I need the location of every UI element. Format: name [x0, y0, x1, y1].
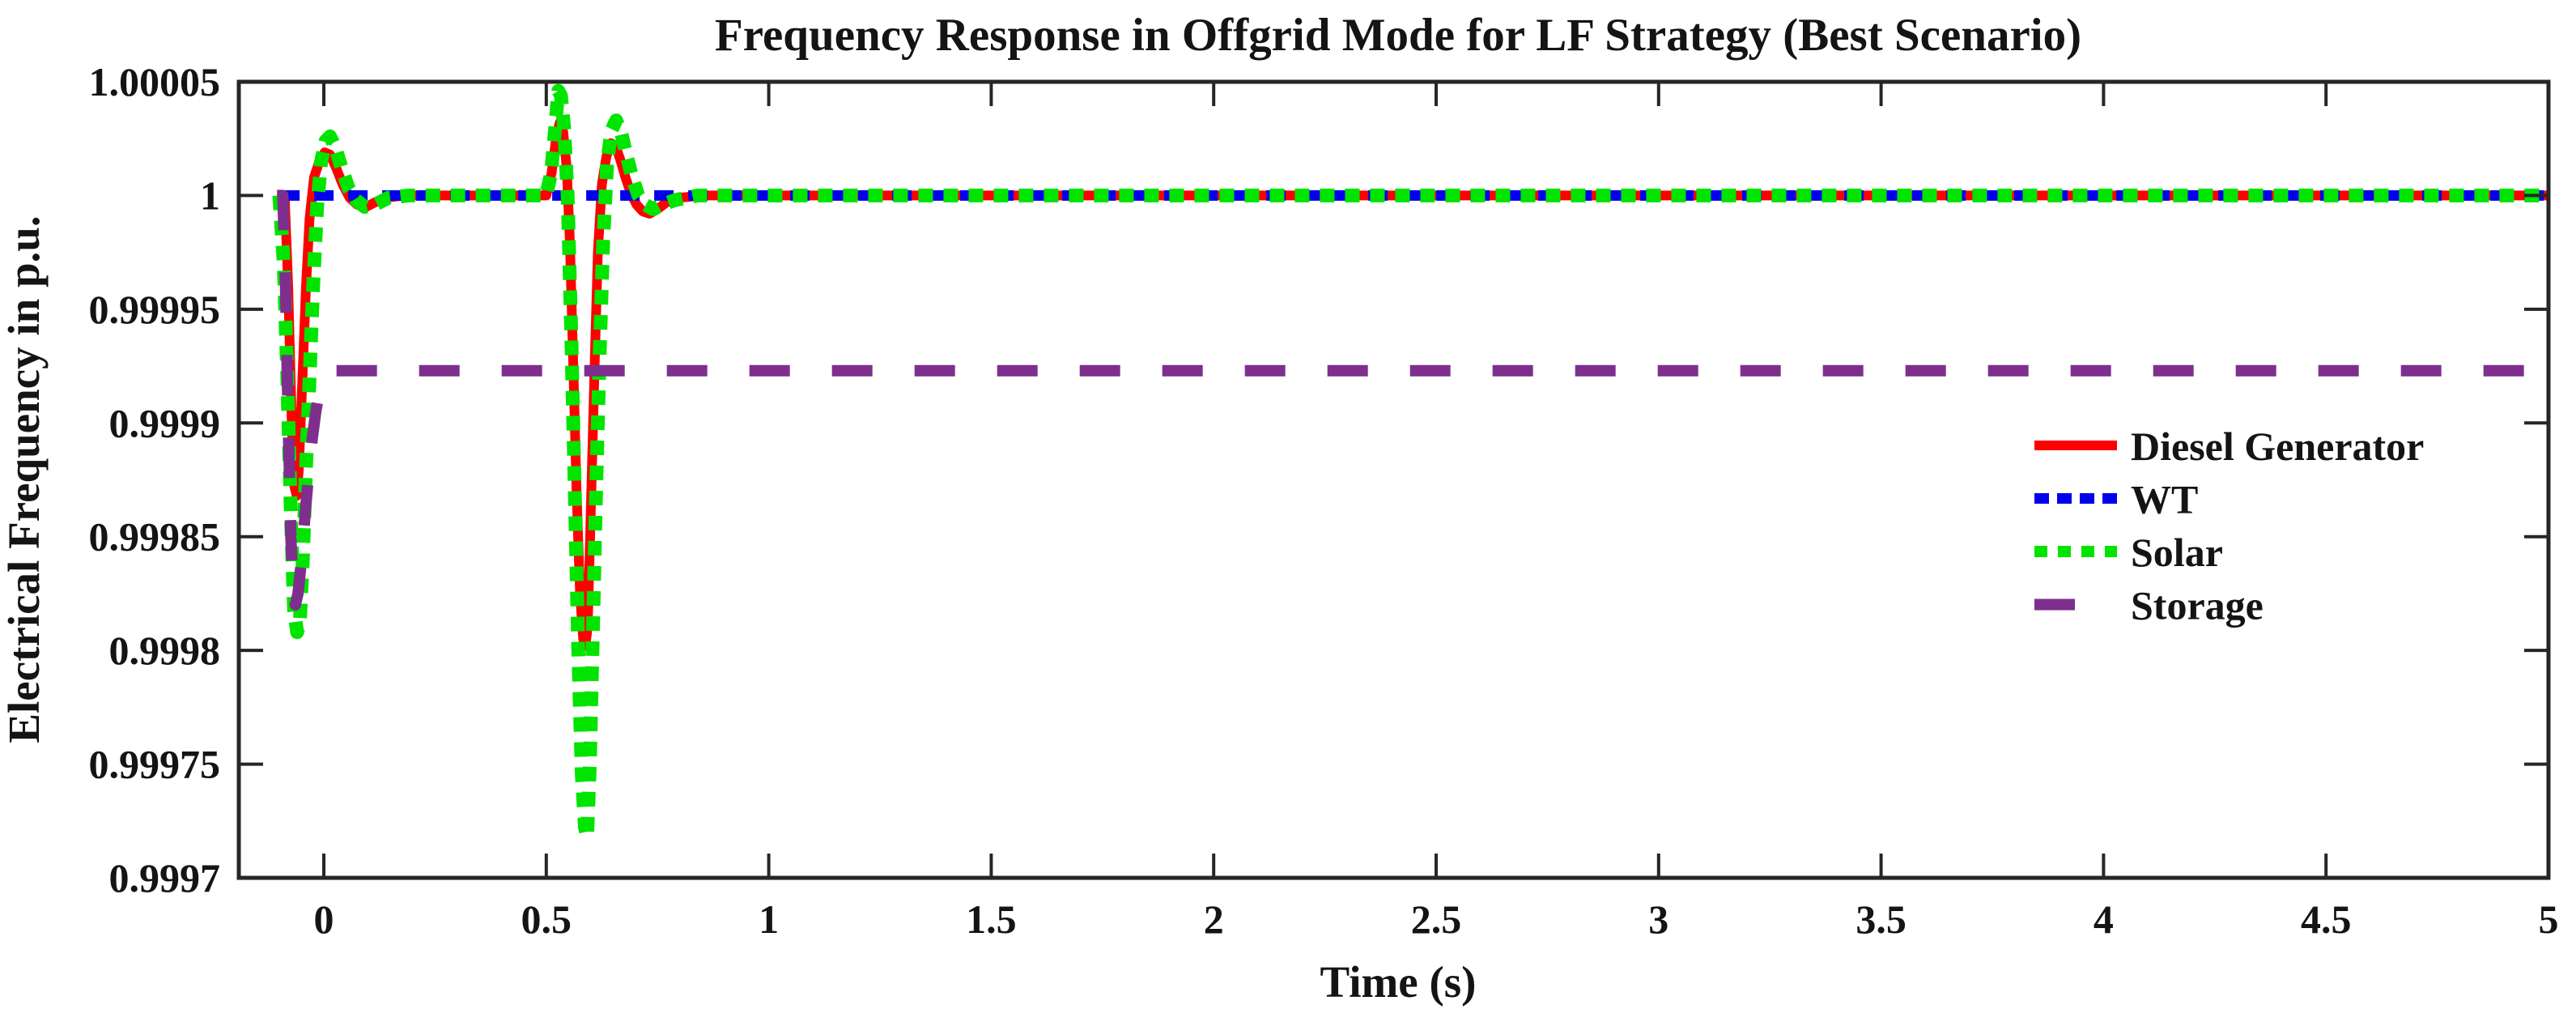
x-tick-label: 2	[1204, 896, 1224, 942]
x-tick-label: 0	[314, 896, 334, 942]
x-tick-label: 0.5	[521, 896, 572, 942]
plot-border	[236, 79, 2551, 880]
legend-label: Diesel Generator	[2131, 424, 2424, 469]
legend-item-storage: Storage	[2034, 583, 2264, 628]
legend-label: Storage	[2131, 583, 2264, 628]
legend-label: Solar	[2131, 530, 2223, 575]
y-tick-label: 0.99975	[89, 742, 221, 787]
y-tick-label: 0.9997	[109, 855, 221, 901]
y-tick-label: 0.9998	[109, 628, 221, 673]
x-tick-label: 4.5	[2301, 896, 2352, 942]
x-tick-label: 1.5	[966, 896, 1017, 942]
y-tick-label: 1.00005	[89, 59, 221, 104]
legend-label: WT	[2131, 477, 2198, 522]
y-tick-label: 1	[200, 172, 220, 218]
x-axis-title: Time (s)	[1320, 957, 1477, 1007]
x-tick-label: 4	[2094, 896, 2114, 942]
series-line-diesel-generator	[277, 117, 2548, 651]
legend-item-wt: WT	[2034, 477, 2198, 522]
legend-item-solar: Solar	[2034, 530, 2223, 575]
series-line-solar	[272, 83, 2548, 844]
x-tick-label: 1	[759, 896, 779, 942]
y-axis-title: Electrical Frequency in p.u.	[0, 215, 49, 743]
legend: Diesel Generator WT Solar Storage	[2034, 424, 2424, 628]
x-tick-label: 3.5	[1855, 896, 1906, 942]
series-layer	[272, 83, 2548, 844]
tick-layer: 0 0.5 1 1.5 2 2.5 3 3.5 4 4.5 5 0.9997 0.99975 0.9998…	[89, 59, 2559, 942]
x-tick-label: 2.5	[1411, 896, 1462, 942]
legend-item-diesel-generator: Diesel Generator	[2034, 424, 2424, 469]
x-tick-label: 5	[2539, 896, 2559, 942]
y-tick-label: 0.99995	[89, 287, 221, 332]
chart-title: Frequency Response in Offgrid Mode for L…	[715, 10, 2081, 61]
x-tick-label: 3	[1648, 896, 1668, 942]
y-tick-label: 0.9999	[109, 400, 221, 445]
y-tick-label: 0.99985	[89, 514, 221, 560]
series-line-storage	[277, 189, 2548, 611]
